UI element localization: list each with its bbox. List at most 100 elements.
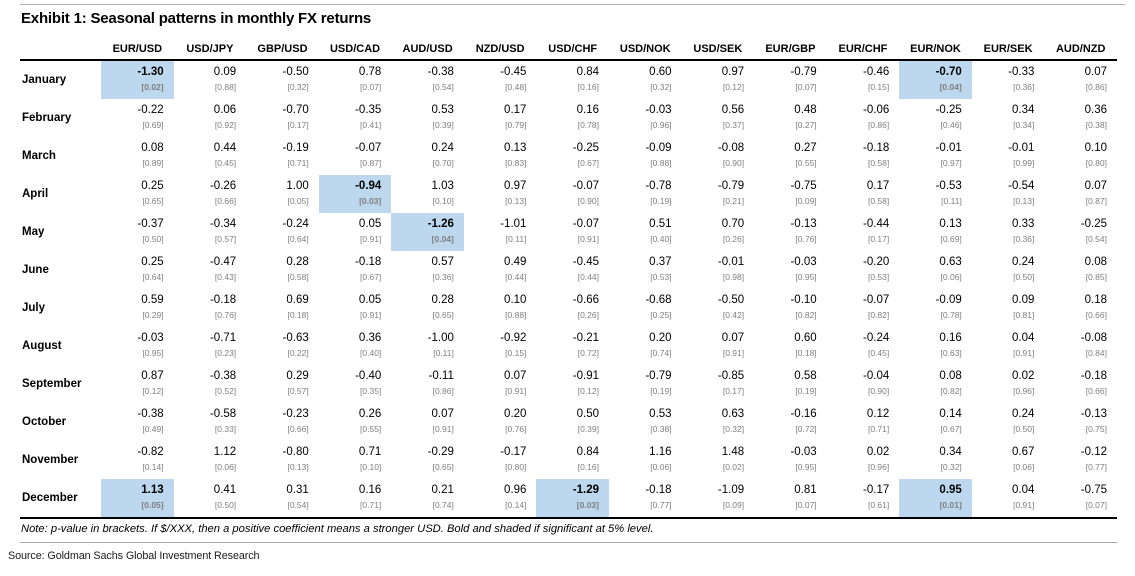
pvalue-cell: [0.09] bbox=[681, 499, 755, 519]
pvalue-cell: [0.48] bbox=[505, 82, 527, 92]
month-label: September bbox=[22, 378, 82, 390]
fx-table: EUR/USD USD/JPY GBP/USD USD/CAD AUD/USD NZD/U… bbox=[20, 41, 1117, 519]
pvalue-cell: [0.57] bbox=[287, 386, 309, 396]
pvalue-cell: [0.64] bbox=[287, 234, 309, 244]
coef-cell: 0.34 bbox=[1011, 103, 1035, 116]
pvalue-row: [0.64] [0.43] [0.58] [0.67] [0.36] [0.44] [0.4… bbox=[20, 271, 1117, 289]
column-header: NZD/USD bbox=[463, 41, 537, 61]
coef-cell: -0.75 bbox=[1080, 483, 1107, 496]
pvalue-cell: [0.77] bbox=[609, 499, 682, 519]
coef-cell: -0.46 bbox=[863, 65, 890, 78]
coef-cell: 0.84 bbox=[576, 65, 599, 78]
pvalue-cell: [0.14] bbox=[142, 462, 164, 472]
coef-cell: 0.08 bbox=[1084, 255, 1107, 268]
month-label: December bbox=[20, 479, 102, 519]
pvalue-cell: [0.52] bbox=[214, 386, 237, 396]
pvalue-cell: [0.07] bbox=[360, 82, 382, 92]
pvalue-cell: [0.91] bbox=[432, 424, 454, 434]
coef-cell: 0.04 bbox=[1011, 483, 1035, 496]
coef-cell: -0.54 bbox=[1008, 179, 1035, 192]
coef-cell: -0.92 bbox=[500, 331, 527, 344]
pvalue-cell: [0.77] bbox=[1085, 462, 1107, 472]
coef-cell: 0.97 bbox=[504, 179, 527, 192]
coef-cell: -0.07 bbox=[863, 293, 890, 306]
coef-cell: -0.17 bbox=[863, 483, 890, 496]
pvalue-cell: [0.50] bbox=[1013, 424, 1035, 434]
coef-cell: -0.18 bbox=[1080, 369, 1107, 382]
pvalue-cell: [0.98] bbox=[722, 272, 745, 282]
value-row: July 0.59 -0.18 0.69 0.05 0.28 0.10 -0.66 -0.68 -… bbox=[20, 289, 1117, 315]
pvalue-cell: [0.06] bbox=[650, 462, 672, 472]
pvalue-cell: [0.16] bbox=[577, 82, 599, 92]
pvalue-cell: [0.42] bbox=[722, 310, 745, 320]
coef-cell: -0.06 bbox=[863, 103, 890, 116]
pvalue-row: [0.95] [0.23] [0.22] [0.40] [0.11] [0.15] [0.7… bbox=[20, 347, 1117, 365]
pvalue-cell: [0.78] bbox=[940, 310, 962, 320]
coef-cell: 0.24 bbox=[1011, 407, 1035, 420]
column-header: USD/SEK bbox=[681, 41, 755, 61]
month-label: April bbox=[22, 188, 49, 200]
pvalue-cell: [0.22] bbox=[287, 348, 309, 358]
pvalue-cell: [0.91] bbox=[722, 348, 745, 358]
pvalue-cell: [0.72] bbox=[577, 348, 599, 358]
coef-cell: 0.51 bbox=[649, 217, 672, 230]
coef-cell: -0.01 bbox=[935, 141, 962, 154]
pvalue-cell: [0.17] bbox=[287, 120, 309, 130]
coef-cell: -0.03 bbox=[137, 331, 164, 344]
pvalue-cell: [0.06] bbox=[214, 462, 237, 472]
pvalue-cell: [0.54] bbox=[1085, 234, 1107, 244]
pvalue-cell: [0.50] bbox=[142, 234, 164, 244]
pvalue-cell: [0.67] bbox=[360, 272, 382, 282]
pvalue-cell: [0.36] bbox=[1013, 234, 1035, 244]
pvalue-cell: [0.16] bbox=[577, 462, 599, 472]
coef-cell: 0.24 bbox=[1011, 255, 1035, 268]
pvalue-cell: [0.38] bbox=[650, 424, 672, 434]
pvalue-cell: [0.54] bbox=[432, 82, 454, 92]
pvalue-cell: [0.21] bbox=[722, 196, 745, 206]
pvalue-cell: [0.95] bbox=[795, 272, 817, 282]
pvalue-cell: [0.36] bbox=[1013, 82, 1035, 92]
coef-cell: 0.67 bbox=[1011, 445, 1035, 458]
pvalue-cell: [0.72] bbox=[795, 424, 817, 434]
coef-cell: 0.31 bbox=[286, 483, 309, 496]
pvalue-cell: [0.96] bbox=[650, 120, 672, 130]
column-header: USD/CAD bbox=[318, 41, 392, 61]
value-row: October -0.38 -0.58 -0.23 0.26 0.07 0.20 0.50 0.… bbox=[20, 403, 1117, 429]
value-row: November -0.82 1.12 -0.80 0.71 -0.29 -0.17 0.84… bbox=[20, 441, 1117, 467]
coef-cell: 0.29 bbox=[286, 369, 309, 382]
coef-cell: -0.20 bbox=[863, 255, 890, 268]
coef-cell: -0.03 bbox=[790, 255, 817, 268]
coef-cell: -0.09 bbox=[935, 293, 962, 306]
column-header: EUR/USD bbox=[101, 41, 174, 61]
pvalue-cell: [0.44] bbox=[505, 272, 527, 282]
pvalue-cell: [0.03] bbox=[318, 195, 392, 213]
pvalue-row: [0.69] [0.92] [0.17] [0.41] [0.39] [0.79] [0.7… bbox=[20, 119, 1117, 137]
pvalue-cell: [0.75] bbox=[1085, 424, 1107, 434]
value-row: September 0.87 -0.38 0.29 -0.40 -0.11 0.07 -0.9… bbox=[20, 365, 1117, 391]
coef-cell: 0.07 bbox=[721, 331, 745, 344]
coef-cell: 0.21 bbox=[431, 483, 454, 496]
pvalue-cell: [0.41] bbox=[360, 120, 382, 130]
pvalue-cell: [0.26] bbox=[722, 234, 745, 244]
column-header: USD/NOK bbox=[609, 41, 682, 61]
coef-cell: -0.08 bbox=[1080, 331, 1107, 344]
coef-cell: 0.25 bbox=[141, 179, 164, 192]
coef-cell: 0.41 bbox=[213, 483, 237, 496]
pvalue-cell: [0.19] bbox=[650, 386, 672, 396]
coef-cell: 0.02 bbox=[866, 445, 890, 458]
pvalue-cell: [0.90] bbox=[867, 386, 890, 396]
coef-cell: 0.57 bbox=[431, 255, 454, 268]
coef-cell: 0.26 bbox=[358, 407, 382, 420]
coef-cell: -0.10 bbox=[790, 293, 817, 306]
coef-cell: -0.37 bbox=[137, 217, 164, 230]
month-label: June bbox=[22, 264, 49, 276]
column-header: USD/CHF bbox=[536, 41, 609, 61]
pvalue-row: [0.05] [0.50] [0.54] [0.71] [0.74] [0.14] [0.0… bbox=[20, 499, 1117, 519]
coef-cell: 1.12 bbox=[213, 445, 237, 458]
pvalue-cell: [0.67] bbox=[577, 158, 599, 168]
coef-cell: 1.16 bbox=[649, 445, 672, 458]
pvalue-cell: [0.37] bbox=[722, 120, 745, 130]
coef-cell: 0.16 bbox=[576, 103, 599, 116]
pvalue-cell: [0.55] bbox=[360, 424, 382, 434]
column-header: USD/JPY bbox=[173, 41, 247, 61]
